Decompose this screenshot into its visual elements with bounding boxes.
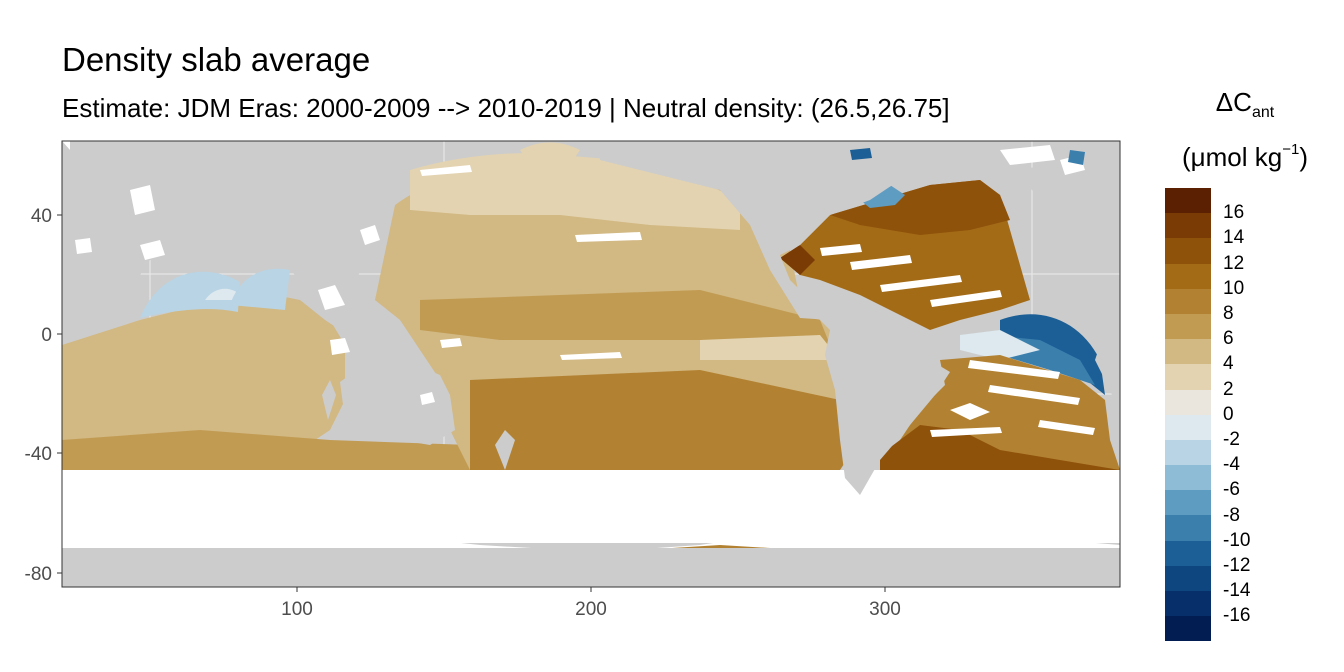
colorbar-tick-label: -10	[1223, 529, 1251, 551]
colorbar	[1165, 188, 1211, 642]
colorbar-tick-label: -16	[1223, 605, 1251, 627]
colorbar-swatch	[1165, 591, 1211, 617]
colorbar-tick-label: -12	[1223, 555, 1251, 576]
colorbar-tick-label: 6	[1223, 328, 1234, 350]
no-data-holes	[62, 141, 1095, 437]
colorbar-swatch	[1165, 288, 1211, 314]
y-tick-label-0: 0	[41, 325, 52, 346]
new-zealand	[495, 430, 515, 470]
y-tick-label-minus-80: -80	[25, 564, 52, 585]
colorbar-tick-label: -14	[1223, 580, 1251, 602]
indonesia	[300, 300, 380, 340]
colorbar-swatch	[1165, 540, 1211, 566]
colorbar-swatch	[1165, 465, 1211, 491]
colorbar-swatch	[1165, 339, 1211, 365]
colorbar-swatch	[1165, 439, 1211, 466]
atlantic-ocean	[780, 180, 1120, 475]
colorbar-swatch	[1165, 188, 1211, 214]
australia	[340, 360, 455, 445]
colorbar-tick-label: -2	[1223, 429, 1240, 450]
south-america	[825, 330, 950, 495]
colorbar-tick-label: -8	[1223, 504, 1240, 526]
colorbar-tick-label: 4	[1223, 353, 1234, 375]
colorbar-swatch	[1165, 565, 1211, 591]
colorbar-tick-label: 8	[1223, 303, 1234, 324]
madagascar	[322, 380, 336, 420]
y-tick-label-minus-40: -40	[25, 444, 52, 465]
x-tick-label-100: 100	[281, 599, 313, 620]
africa	[1095, 295, 1120, 415]
colorbar-tick-label: 10	[1223, 277, 1245, 299]
colorbar-tick-label: -6	[1223, 479, 1240, 501]
legend-title-symbol: ΔC	[1215, 87, 1252, 117]
labrador-sea	[860, 185, 905, 208]
colorbar-swatch	[1165, 389, 1211, 415]
north-america	[600, 141, 920, 320]
legend-title-line1: ΔCant	[1150, 86, 1340, 129]
indian-ocean	[62, 268, 470, 470]
colorbar-swatch	[1165, 490, 1211, 516]
europe	[1020, 150, 1120, 230]
x-tick-label-300: 300	[869, 599, 901, 620]
colorbar-swatch	[1165, 616, 1211, 642]
legend-units-suffix: )	[1299, 142, 1308, 172]
greenland	[920, 141, 1010, 180]
colorbar-swatch	[1165, 414, 1211, 440]
colorbar-swatch	[1165, 213, 1211, 239]
legend-units-superscript: −1	[1282, 141, 1300, 158]
colorbar-tick-label: 14	[1223, 227, 1245, 249]
chart-subtitle: Estimate: JDM Eras: 2000-2009 --> 2010-2…	[62, 93, 950, 123]
legend-units-prefix: (μmol kg	[1182, 142, 1283, 172]
colorbar-swatch	[1165, 263, 1211, 289]
antarctica	[62, 548, 1120, 587]
high-latitude-blue-patches	[850, 148, 1085, 165]
colorbar-tick-label: 0	[1223, 403, 1234, 425]
colorbar-swatch	[1165, 238, 1211, 264]
asia	[62, 141, 420, 300]
colorbar-tick-label: -4	[1223, 454, 1240, 476]
legend-title-subscript: ant	[1251, 104, 1275, 121]
colorbar-swatch	[1165, 364, 1211, 390]
chart-title: Density slab average	[62, 41, 371, 78]
pacific-ocean	[375, 153, 860, 470]
colorbar-swatch	[1165, 313, 1211, 340]
antarctic-no-data-shelf	[62, 520, 1120, 552]
colorbar-tick-label: 12	[1223, 252, 1245, 274]
x-axis: 100 200 300	[281, 587, 901, 620]
colorbar-tick-label: 16	[1223, 202, 1245, 224]
landmasses	[62, 141, 1120, 587]
y-axis: 40 0 -40 -80	[25, 206, 62, 585]
x-tick-label-200: 200	[575, 599, 607, 620]
colorbar-swatch	[1165, 515, 1211, 541]
colorbar-tick-label: 2	[1223, 378, 1234, 400]
legend-title-line2: (μmol kg−1)	[1150, 134, 1340, 173]
y-tick-label-40: 40	[31, 206, 52, 227]
sea-of-okhotsk	[520, 142, 580, 165]
